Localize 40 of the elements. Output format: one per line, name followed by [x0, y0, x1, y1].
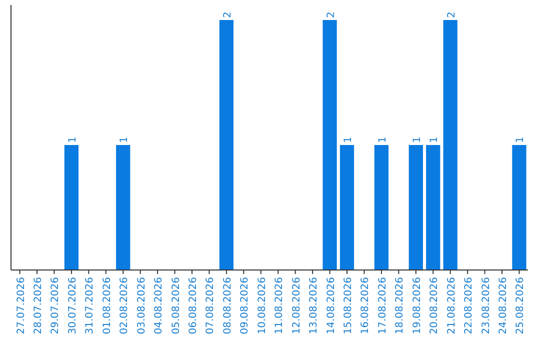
- data-label: 1: [119, 136, 130, 143]
- x-tick-label: 19.08.2026: [412, 277, 423, 334]
- x-tick-label: 01.08.2026: [102, 277, 113, 334]
- data-label: 2: [446, 12, 458, 18]
- x-tick-label: 16.08.2026: [360, 277, 372, 334]
- x-tick-label: 20.08.2026: [429, 277, 440, 334]
- x-tick-label: 02.08.2026: [119, 277, 130, 334]
- x-tick-label: 21.08.2026: [446, 277, 458, 334]
- x-tick-label: 22.08.2026: [464, 277, 475, 334]
- x-tick-label: 05.08.2026: [170, 277, 182, 334]
- data-label: 1: [515, 136, 526, 143]
- x-tick-label: 18.08.2026: [394, 277, 406, 334]
- x-tick-label: 30.07.2026: [67, 277, 78, 334]
- x-tick-label: 15.08.2026: [343, 277, 354, 334]
- x-tick-label: 27.07.2026: [16, 277, 27, 334]
- x-tick-label: 24.08.2026: [498, 277, 509, 334]
- data-label: 2: [222, 12, 234, 18]
- x-tick-label: 31.07.2026: [84, 277, 96, 334]
- x-tick-label: 28.07.2026: [33, 277, 44, 334]
- x-tick-label: 10.08.2026: [256, 277, 268, 334]
- x-tick-label: 09.08.2026: [240, 277, 251, 334]
- x-tick-label: 14.08.2026: [326, 277, 337, 334]
- x-tick-label: 12.08.2026: [291, 277, 302, 334]
- x-tick-label: 23.08.2026: [480, 277, 492, 334]
- x-tick-label: 06.08.2026: [188, 277, 199, 334]
- data-label: 1: [429, 136, 440, 143]
- data-label: 1: [343, 136, 354, 143]
- x-tick-label: 25.08.2026: [515, 277, 526, 334]
- x-tick-label: 03.08.2026: [136, 277, 148, 334]
- data-label: 1: [412, 136, 423, 143]
- x-tick-label: 07.08.2026: [205, 277, 216, 334]
- x-tick-label: 08.08.2026: [222, 277, 234, 334]
- x-tick-label: 04.08.2026: [154, 277, 165, 334]
- data-label: 1: [377, 136, 388, 143]
- x-tick-label: 17.08.2026: [377, 277, 388, 334]
- data-label: 2: [326, 12, 337, 18]
- x-tick-label: 13.08.2026: [308, 277, 320, 334]
- x-tick-label: 11.08.2026: [274, 277, 286, 334]
- x-tick-label: 29.07.2026: [50, 277, 62, 334]
- data-label: 1: [67, 136, 78, 143]
